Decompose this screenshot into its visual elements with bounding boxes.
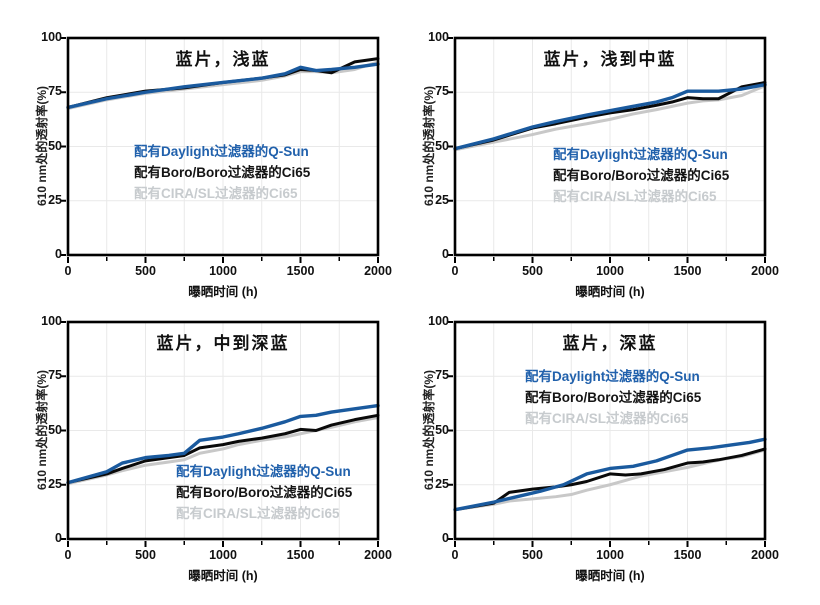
legend: 配有Daylight过滤器的Q-Sun 配有Boro/Boro过滤器的Ci65 … <box>134 141 310 204</box>
axis-frame <box>66 36 380 257</box>
x-axis-label: 曝晒时间 (h) <box>575 569 645 583</box>
y-tick-label: 75 <box>435 84 449 99</box>
legend-boro-label: 配有Boro/Boro过滤器的Ci65 <box>553 168 730 183</box>
x-tick-label: 0 <box>64 264 72 278</box>
chart-panel-medium-to-deep-blue: 610 nm处的透射率(%) 蓝片，中到深蓝 配有Daylight过滤器的Q-S… <box>0 284 410 584</box>
y-tick-label: 25 <box>435 192 449 207</box>
x-tick-label: 1500 <box>673 548 702 562</box>
chart-panel-light-blue: 610 nm处的透射率(%) 蓝片，浅蓝 配有Daylight过滤器的Q-Sun… <box>0 0 410 300</box>
chart-title: 蓝片，浅到中蓝 <box>543 50 677 69</box>
y-tick-label: 0 <box>442 247 449 261</box>
legend-cira-label: 配有CIRA/SL过滤器的Ci65 <box>525 411 689 426</box>
y-tick-label: 25 <box>435 476 449 491</box>
qsun-line <box>66 403 380 485</box>
y-tick-label: 0 <box>55 247 62 261</box>
x-tick-label: 500 <box>522 264 543 278</box>
axis-frame <box>66 320 380 541</box>
chart-panel-deep-blue: 610 nm处的透射率(%) 蓝片，深蓝 配有Daylight过滤器的Q-Sun… <box>387 284 797 584</box>
legend-qsun-label: 配有Daylight过滤器的Q-Sun <box>553 147 728 162</box>
legend-cira-label: 配有CIRA/SL过滤器的Ci65 <box>134 186 298 201</box>
boro-line <box>66 413 380 485</box>
y-tick-label: 0 <box>442 531 449 545</box>
legend-qsun-label: 配有Daylight过滤器的Q-Sun <box>525 369 700 384</box>
y-tick-label: 50 <box>435 138 449 153</box>
chart-title: 蓝片，浅蓝 <box>175 50 271 69</box>
chart-title: 蓝片，深蓝 <box>562 334 658 353</box>
plot-area: 蓝片，浅到中蓝 配有Daylight过滤器的Q-Sun 配有Boro/Boro过… <box>447 36 767 263</box>
legend-boro-label: 配有Boro/Boro过滤器的Ci65 <box>176 485 353 500</box>
legend-cira-label: 配有CIRA/SL过滤器的Ci65 <box>553 189 717 204</box>
plot-area: 蓝片，中到深蓝 配有Daylight过滤器的Q-Sun 配有Boro/Boro过… <box>60 320 380 547</box>
x-tick-label: 2000 <box>751 548 779 562</box>
y-tick-label: 100 <box>41 314 62 328</box>
x-tick-label: 2000 <box>751 264 779 278</box>
x-tick-label: 1000 <box>596 548 624 562</box>
x-tick-label: 2000 <box>364 548 392 562</box>
x-tick-label: 1500 <box>286 264 315 278</box>
x-tick-label: 0 <box>64 548 72 562</box>
axis-frame <box>453 36 767 257</box>
legend-qsun-label: 配有Daylight过滤器的Q-Sun <box>134 144 309 159</box>
legend-qsun-label: 配有Daylight过滤器的Q-Sun <box>176 464 351 479</box>
plot-area: 蓝片，深蓝 配有Daylight过滤器的Q-Sun 配有Boro/Boro过滤器… <box>447 320 767 547</box>
legend-boro-label: 配有Boro/Boro过滤器的Ci65 <box>134 165 311 180</box>
y-tick-label: 25 <box>48 192 62 207</box>
y-tick-label: 100 <box>428 314 449 328</box>
x-tick-label: 0 <box>451 264 459 278</box>
x-tick-label: 500 <box>522 548 543 562</box>
qsun-line <box>453 82 767 151</box>
y-tick-label: 25 <box>48 476 62 491</box>
qsun-line <box>453 437 767 512</box>
line-chart <box>60 36 380 263</box>
y-tick-label: 75 <box>435 368 449 383</box>
x-tick-label: 2000 <box>364 264 392 278</box>
x-tick-label: 1000 <box>596 264 624 278</box>
x-tick-label: 1000 <box>209 548 237 562</box>
y-tick-label: 50 <box>48 138 62 153</box>
line-chart <box>60 320 380 547</box>
legend-cira-label: 配有CIRA/SL过滤器的Ci65 <box>176 506 340 521</box>
x-tick-label: 1500 <box>286 548 315 562</box>
chart-title: 蓝片，中到深蓝 <box>156 334 290 353</box>
legend-boro-label: 配有Boro/Boro过滤器的Ci65 <box>525 390 702 405</box>
plot-area: 蓝片，浅蓝 配有Daylight过滤器的Q-Sun 配有Boro/Boro过滤器… <box>60 36 380 263</box>
line-chart <box>447 320 767 547</box>
x-tick-label: 1000 <box>209 264 237 278</box>
x-axis-label: 曝晒时间 (h) <box>575 285 645 299</box>
axis-frame <box>453 320 767 541</box>
y-tick-label: 50 <box>48 422 62 437</box>
chart-panel-light-to-medium-blue: 610 nm处的透射率(%) 蓝片，浅到中蓝 配有Daylight过滤器的Q-S… <box>387 0 797 300</box>
x-tick-label: 500 <box>135 548 156 562</box>
y-tick-label: 75 <box>48 84 62 99</box>
y-tick-label: 100 <box>428 30 449 44</box>
boro-line <box>453 447 767 512</box>
y-tick-label: 50 <box>435 422 449 437</box>
y-tick-label: 75 <box>48 368 62 383</box>
y-tick-label: 100 <box>41 30 62 44</box>
x-tick-label: 0 <box>451 548 459 562</box>
y-tick-label: 0 <box>55 531 62 545</box>
legend: 配有Daylight过滤器的Q-Sun 配有Boro/Boro过滤器的Ci65 … <box>176 461 352 524</box>
legend: 配有Daylight过滤器的Q-Sun 配有Boro/Boro过滤器的Ci65 … <box>553 144 729 207</box>
legend: 配有Daylight过滤器的Q-Sun 配有Boro/Boro过滤器的Ci65 … <box>525 366 701 429</box>
x-tick-label: 500 <box>135 264 156 278</box>
x-axis-label: 曝晒时间 (h) <box>188 569 258 583</box>
line-chart <box>447 36 767 263</box>
x-axis-label: 曝晒时间 (h) <box>188 285 258 299</box>
qsun-line <box>66 62 380 110</box>
x-tick-label: 1500 <box>673 264 702 278</box>
